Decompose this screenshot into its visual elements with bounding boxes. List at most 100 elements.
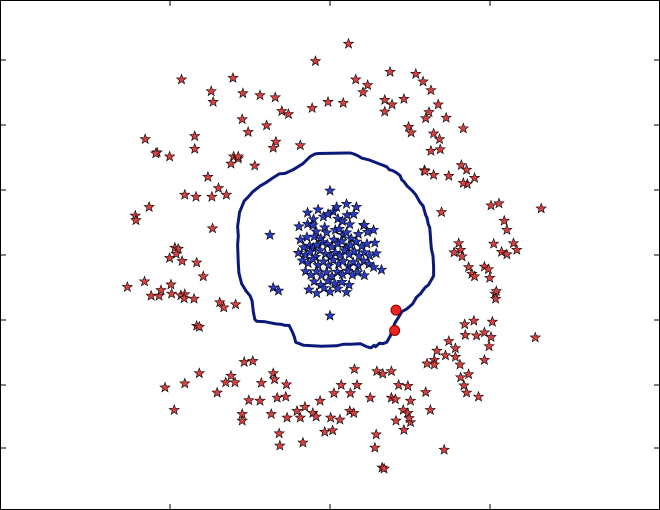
outer-star-point xyxy=(211,386,223,398)
outer-star-point xyxy=(501,223,513,235)
inner-star-point xyxy=(334,249,346,261)
outer-star-point xyxy=(462,261,475,273)
outer-star-point xyxy=(405,126,417,138)
inner-star-point xyxy=(314,244,326,256)
inner-star-point xyxy=(333,222,346,234)
outer-star-point xyxy=(225,157,237,169)
outer-star-point xyxy=(335,378,347,390)
outer-star-point xyxy=(495,245,508,257)
inner-star-point xyxy=(370,247,382,259)
outer-star-point xyxy=(260,119,273,131)
outer-star-point xyxy=(342,37,355,49)
inner-star-point xyxy=(351,266,364,278)
outer-star-point xyxy=(273,427,285,439)
inner-star-point xyxy=(318,282,330,294)
outer-star-point xyxy=(334,413,346,425)
outer-star-point xyxy=(456,250,468,262)
outer-star-point xyxy=(361,79,374,91)
outer-star-point xyxy=(392,378,405,390)
outer-star-point xyxy=(378,462,390,474)
outer-star-point xyxy=(190,190,202,202)
outer-star-point xyxy=(155,284,167,296)
outer-star-point xyxy=(322,95,334,107)
outer-star-point xyxy=(299,400,311,412)
inner-star-point xyxy=(324,309,336,321)
outer-star-point xyxy=(328,387,340,399)
outer-star-point xyxy=(454,243,467,255)
outer-star-point xyxy=(206,190,218,202)
inner-star-point xyxy=(340,286,353,298)
outer-star-point xyxy=(254,89,266,101)
decision-boundary xyxy=(236,151,436,350)
inner-star-point xyxy=(317,255,330,267)
outer-star-point xyxy=(452,237,465,249)
outer-star-point xyxy=(457,177,470,188)
inner-star-point xyxy=(301,217,314,229)
inner-star-point xyxy=(311,287,323,299)
outer-star-point xyxy=(163,150,176,162)
outer-star-point xyxy=(179,188,191,200)
outer-star-point xyxy=(170,247,182,259)
outer-star-point xyxy=(179,377,191,389)
outer-star-point xyxy=(188,142,201,154)
outer-star-point xyxy=(206,222,219,234)
outer-star-point xyxy=(424,403,437,415)
outer-star-point xyxy=(337,96,349,108)
outer-star-point xyxy=(435,206,448,218)
outer-star-point xyxy=(351,378,363,390)
outer-star-point xyxy=(291,405,303,416)
outer-star-point xyxy=(379,93,391,105)
inner-star-point xyxy=(347,208,360,220)
outer-star-point xyxy=(419,112,432,124)
outer-star-point xyxy=(281,411,293,423)
inner-star-point xyxy=(304,245,316,257)
inner-star-point xyxy=(358,218,371,230)
outer-star-point xyxy=(193,367,206,379)
inner-star-point xyxy=(357,255,370,267)
inner-star-point xyxy=(350,235,363,247)
outer-star-point xyxy=(175,73,188,85)
inner-star-point xyxy=(343,279,355,290)
outer-star-point xyxy=(483,271,496,283)
outer-star-point xyxy=(229,298,242,310)
outer-star-point xyxy=(172,242,184,254)
inner-star-point xyxy=(348,245,361,257)
inner-star-point xyxy=(332,282,344,294)
inner-star-point xyxy=(303,283,315,295)
inner-star-point xyxy=(312,203,324,215)
outer-star-point xyxy=(433,133,446,145)
inner-star-point xyxy=(307,219,319,231)
outer-star-point xyxy=(389,393,402,405)
inner-star-point xyxy=(307,253,319,264)
inner-star-point xyxy=(318,221,331,233)
outer-star-point xyxy=(242,126,254,137)
outer-star-point xyxy=(377,367,389,379)
outer-star-point xyxy=(326,424,339,436)
outer-star-point xyxy=(138,275,151,287)
outer-star-point xyxy=(364,391,377,403)
outer-star-point xyxy=(431,344,443,356)
outer-star-point xyxy=(324,411,337,423)
outer-star-point xyxy=(271,391,283,403)
inner-star-point xyxy=(340,197,353,209)
inner-star-point xyxy=(267,281,280,293)
outer-star-point xyxy=(460,163,473,175)
outer-star-point xyxy=(460,386,473,398)
outer-star-point xyxy=(243,394,255,406)
inner-star-point xyxy=(310,225,322,237)
inner-star-point xyxy=(294,233,307,245)
outer-star-point xyxy=(427,127,440,139)
outer-star-point xyxy=(276,105,288,117)
inner-star-point xyxy=(327,254,340,266)
decision-boundary-layer xyxy=(236,151,436,350)
highlight-circle-point xyxy=(390,304,402,316)
outer-star-point xyxy=(410,67,422,79)
inner-star-point xyxy=(358,246,371,258)
inner-star-point xyxy=(375,263,388,275)
inner-star-point xyxy=(350,201,363,212)
inner-star-point xyxy=(329,246,342,258)
inner-star-point xyxy=(367,223,380,235)
inner-star-point xyxy=(358,269,371,281)
